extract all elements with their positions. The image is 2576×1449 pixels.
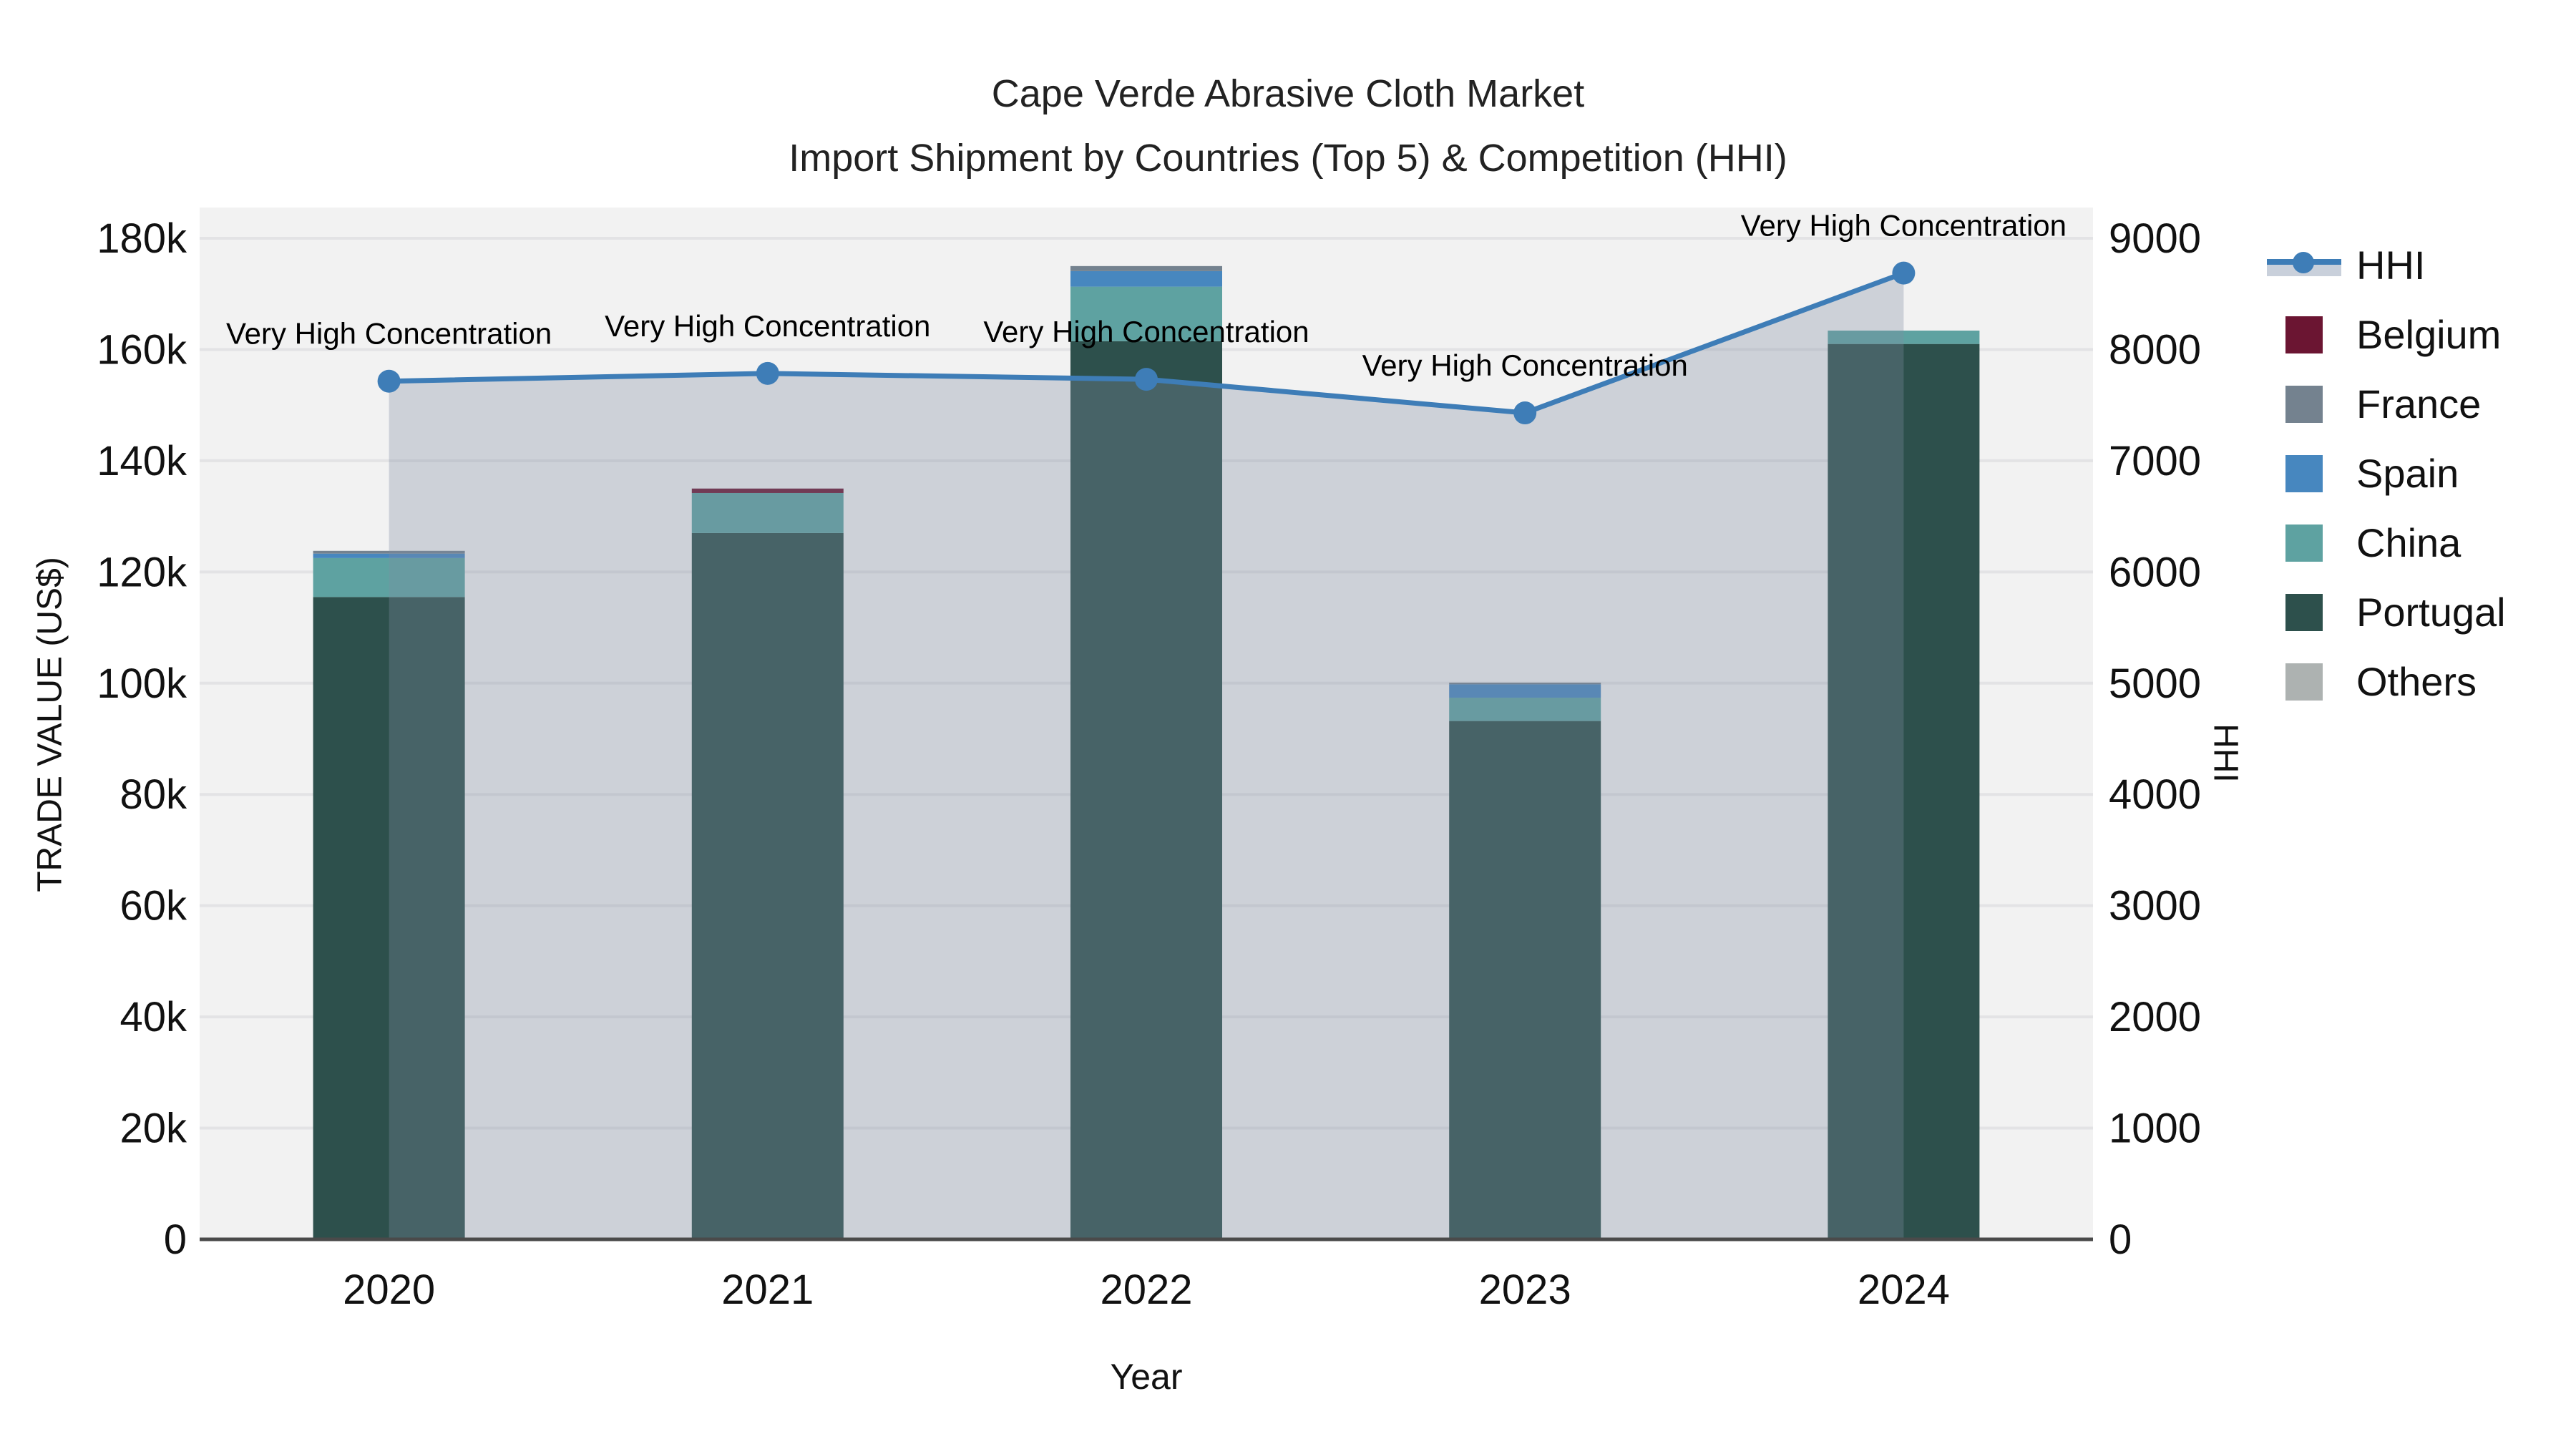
bar-segment-2024-portugal[interactable] bbox=[1828, 343, 1980, 1239]
y-axis-left-title: TRADE VALUE (US$) bbox=[31, 557, 69, 892]
y-left-tick-label: 160k bbox=[97, 326, 187, 373]
legend-label: Portugal bbox=[2356, 590, 2506, 635]
hhi-marker-2023[interactable] bbox=[1513, 401, 1537, 425]
legend-item-hhi[interactable]: HHI bbox=[2265, 230, 2572, 300]
bar-segment-2023-portugal[interactable] bbox=[1449, 721, 1601, 1239]
y-right-tick-label: 7000 bbox=[2109, 438, 2201, 484]
y-left-tick-label: 120k bbox=[97, 549, 187, 595]
x-tick-label-2020: 2020 bbox=[343, 1267, 435, 1313]
bar-segment-2021-china[interactable] bbox=[691, 492, 844, 533]
bar-segment-2023-china[interactable] bbox=[1449, 697, 1601, 721]
y-right-tick-label: 1000 bbox=[2109, 1106, 2201, 1152]
portugal-swatch-icon bbox=[2265, 593, 2343, 631]
bar-segment-2022-france[interactable] bbox=[1070, 265, 1222, 271]
legend-item-china[interactable]: China bbox=[2265, 508, 2572, 577]
legend-label: Belgium bbox=[2356, 312, 2502, 357]
y-left-tick-label: 80k bbox=[119, 771, 187, 818]
chart-title: Cape Verde Abrasive Cloth Market bbox=[991, 72, 1585, 115]
legend-item-others[interactable]: Others bbox=[2265, 647, 2572, 716]
annotation-2021: Very High Concentration bbox=[605, 309, 930, 343]
y-left-tick-label: 100k bbox=[97, 660, 187, 707]
y-left-tick-label: 180k bbox=[97, 215, 187, 262]
spain-swatch-icon bbox=[2265, 454, 2343, 492]
bar-segment-2020-china[interactable] bbox=[313, 557, 465, 597]
y-right-tick-label: 5000 bbox=[2109, 660, 2201, 707]
bar-segment-2022-china[interactable] bbox=[1070, 286, 1222, 341]
bar-segment-2020-portugal[interactable] bbox=[313, 597, 465, 1239]
bar-segment-2024-china[interactable] bbox=[1828, 331, 1980, 344]
legend-item-belgium[interactable]: Belgium bbox=[2265, 300, 2572, 369]
y-right-tick-label: 6000 bbox=[2109, 549, 2201, 595]
legend-item-france[interactable]: France bbox=[2265, 369, 2572, 439]
x-tick-label-2022: 2022 bbox=[1100, 1267, 1192, 1313]
bar-segment-2023-france[interactable] bbox=[1449, 683, 1601, 685]
y-right-tick-label: 3000 bbox=[2109, 883, 2201, 930]
legend-item-spain[interactable]: Spain bbox=[2265, 439, 2572, 508]
annotation-2022: Very High Concentration bbox=[983, 315, 1309, 348]
legend: HHI Belgium France Spain China Portugal Others bbox=[2265, 230, 2572, 716]
bar-segment-2022-portugal[interactable] bbox=[1070, 341, 1222, 1239]
x-tick-label-2024: 2024 bbox=[1858, 1267, 1950, 1313]
hhi-line-icon bbox=[2265, 251, 2343, 276]
y-right-tick-label: 0 bbox=[2109, 1216, 2132, 1263]
y-left-tick-label: 60k bbox=[119, 883, 187, 930]
y-left-tick-label: 20k bbox=[119, 1106, 187, 1152]
legend-label: HHI bbox=[2356, 243, 2426, 288]
belgium-swatch-icon bbox=[2265, 316, 2343, 353]
bar-segment-2020-france[interactable] bbox=[313, 550, 465, 554]
chart-subtitle: Import Shipment by Countries (Top 5) & C… bbox=[789, 137, 1787, 180]
hhi-marker-2022[interactable] bbox=[1135, 368, 1158, 391]
y-right-tick-label: 8000 bbox=[2109, 326, 2201, 373]
x-tick-label-2021: 2021 bbox=[721, 1267, 814, 1313]
bar-segment-2021-belgium[interactable] bbox=[691, 488, 844, 493]
legend-label: Spain bbox=[2356, 451, 2459, 496]
bar-segment-2020-spain[interactable] bbox=[313, 553, 465, 558]
bar-segment-2022-spain[interactable] bbox=[1070, 270, 1222, 287]
hhi-marker-2020[interactable] bbox=[377, 369, 401, 393]
france-swatch-icon bbox=[2265, 385, 2343, 423]
hhi-marker-2024[interactable] bbox=[1892, 261, 1916, 285]
hhi-marker-2021[interactable] bbox=[756, 361, 779, 385]
bar-segment-2021-portugal[interactable] bbox=[691, 532, 844, 1239]
y-right-tick-label: 2000 bbox=[2109, 994, 2201, 1040]
legend-label: China bbox=[2356, 520, 2462, 565]
china-swatch-icon bbox=[2265, 524, 2343, 562]
annotation-2020: Very High Concentration bbox=[226, 317, 552, 351]
legend-label: Others bbox=[2356, 659, 2477, 704]
y-right-tick-label: 4000 bbox=[2109, 771, 2201, 818]
y-left-tick-label: 0 bbox=[164, 1216, 187, 1263]
y-axis-right-title: HHI bbox=[2206, 723, 2245, 783]
annotation-2023: Very High Concentration bbox=[1362, 348, 1688, 382]
y-left-tick-label: 140k bbox=[97, 438, 187, 484]
x-tick-label-2023: 2023 bbox=[1479, 1267, 1571, 1313]
annotation-2024: Very High Concentration bbox=[1741, 209, 2067, 243]
y-right-tick-label: 9000 bbox=[2109, 215, 2201, 262]
hhi-area bbox=[389, 273, 1904, 1240]
others-swatch-icon bbox=[2265, 663, 2343, 701]
x-axis-title: Year bbox=[1110, 1357, 1183, 1397]
y-left-tick-label: 40k bbox=[119, 994, 187, 1040]
legend-item-portugal[interactable]: Portugal bbox=[2265, 577, 2572, 647]
bar-segment-2023-spain[interactable] bbox=[1449, 684, 1601, 698]
legend-label: France bbox=[2356, 381, 2482, 426]
